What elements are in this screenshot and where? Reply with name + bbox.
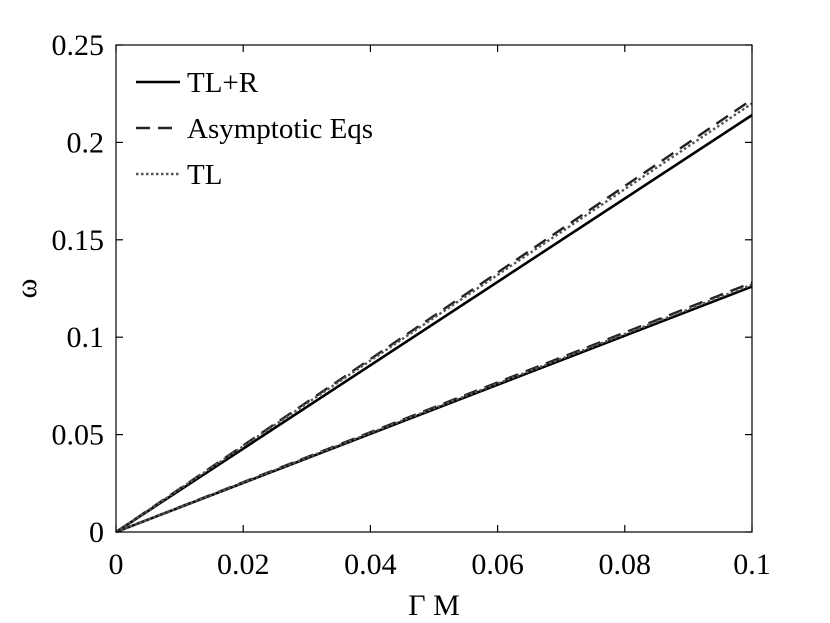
legend-label: Asymptotic Eqs: [187, 113, 373, 145]
legend-label: TL: [187, 159, 222, 191]
x-tick-label: 0.06: [471, 548, 524, 581]
x-tick-label: 0.1: [733, 548, 771, 581]
y-tick-label: 0.25: [52, 29, 105, 62]
x-axis-label: Γ M: [408, 589, 460, 622]
series-group: [115, 98, 753, 534]
y-axis-label: ω: [10, 279, 43, 299]
y-tick-label: 0.2: [67, 126, 105, 159]
series-line-dashed-1: [115, 98, 753, 533]
plot-frame: [115, 44, 753, 533]
x-tick-label: 0.02: [217, 548, 270, 581]
x-tick-label: 0: [109, 548, 124, 581]
y-tick-label: 0.15: [52, 224, 105, 257]
series-line-dotted-5: [115, 283, 753, 534]
ticks-group: 0 0.02 0.04 0.06 0.08 0.1 0 0.05 0.1 0.15 0.2 0.25: [52, 29, 771, 581]
x-tick-label: 0.08: [599, 548, 652, 581]
legend: TL+R Asymptotic Eqs TL: [136, 67, 373, 191]
x-tick-label: 0.04: [344, 548, 397, 581]
series-line-solid-0: [115, 114, 753, 534]
y-tick-label: 0: [89, 516, 104, 549]
legend-label: TL+R: [187, 67, 259, 99]
y-tick-label: 0.1: [67, 321, 105, 354]
y-tick-label: 0.05: [52, 419, 105, 452]
